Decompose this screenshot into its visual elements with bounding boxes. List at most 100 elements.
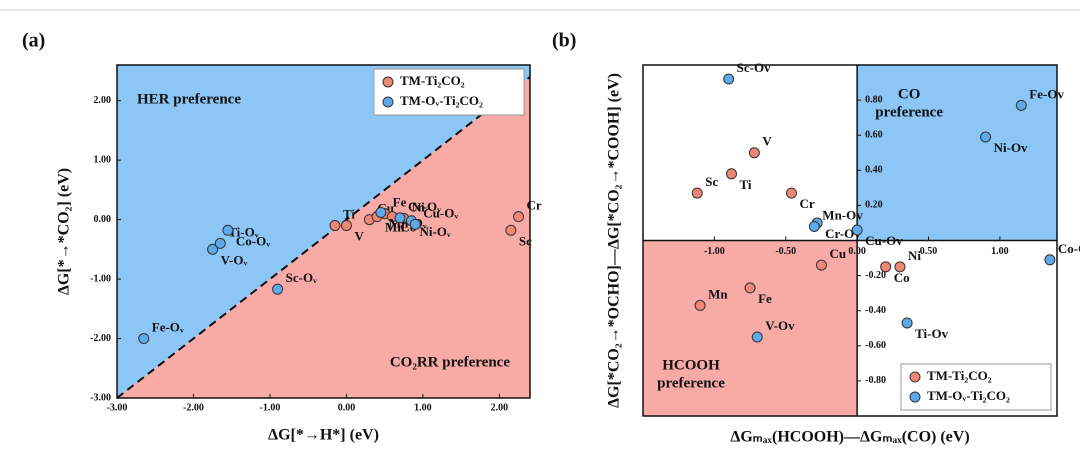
point xyxy=(1044,254,1056,266)
x-tick-label: 1.00 xyxy=(414,402,432,413)
legend-marker xyxy=(382,76,394,88)
y-axis-title: ΔG[*CO₂→*OCHO]—ΔG[*CO₂→*COOH] (eV) xyxy=(606,73,623,408)
y-axis-title: ΔG[*→*CO₂] (eV) xyxy=(56,168,73,295)
legend-marker xyxy=(382,96,394,108)
point-label: V-Oᵥ xyxy=(221,252,248,267)
point-label: Cu-Oᵥ xyxy=(423,205,458,220)
x-tick-label: 0.00 xyxy=(848,246,866,257)
point-label: Co xyxy=(894,270,910,285)
y-tick-label: 2.00 xyxy=(94,95,112,106)
y-tick-label: 0.40 xyxy=(865,165,883,176)
point xyxy=(505,224,517,236)
point xyxy=(751,331,763,343)
x-tick-label: 0.50 xyxy=(920,246,938,257)
y-tick-label: 0.60 xyxy=(865,129,883,140)
point-label: Cr xyxy=(799,196,814,211)
legend-label: TM-Ti₂CO₂ xyxy=(400,73,465,88)
point-label: Fe xyxy=(758,291,772,306)
point xyxy=(980,131,992,143)
point xyxy=(894,261,906,273)
point xyxy=(851,224,863,236)
point xyxy=(340,220,352,232)
x-tick-label: -0.50 xyxy=(775,246,796,257)
point xyxy=(785,187,797,199)
point xyxy=(207,243,219,255)
annotation: CO xyxy=(898,86,921,102)
plot-frame xyxy=(116,64,531,399)
y-tick-label: 0.80 xyxy=(865,94,883,105)
point xyxy=(222,224,234,236)
annotation: preference xyxy=(657,375,725,391)
x-tick-label: 1.00 xyxy=(991,246,1009,257)
legend-box xyxy=(373,68,525,116)
annotation: HER preference xyxy=(137,91,241,107)
point xyxy=(815,259,827,271)
y-tick-label: -0.20 xyxy=(865,270,886,281)
point xyxy=(1015,99,1027,111)
point xyxy=(214,237,226,249)
point-label: Ni-Oᵥ xyxy=(419,224,450,239)
annotation: preference xyxy=(875,104,943,120)
y-tick-label: -2.00 xyxy=(90,333,111,344)
point xyxy=(748,147,760,159)
point-label: Co-Oᵥ xyxy=(236,233,270,248)
x-tick-label: -2.00 xyxy=(183,402,204,413)
point-label: V-Ov xyxy=(765,318,795,333)
point-label: Ti xyxy=(343,207,355,222)
y-tick-label: -3.00 xyxy=(90,392,111,403)
point-label: Cu xyxy=(829,246,846,261)
point xyxy=(808,220,820,232)
point-label: Cr-Oᵥ xyxy=(408,199,441,214)
x-axis-title: ΔGₘₐₓ(HCOOH)—ΔGₘₐₓ(CO) (eV) xyxy=(730,429,969,446)
legend-label: TM-Oᵥ-Ti₂CO₂ xyxy=(400,93,483,108)
point-label: Sc-Oᵥ xyxy=(286,270,317,285)
point xyxy=(901,317,913,329)
legend-marker xyxy=(909,371,921,383)
region-co xyxy=(857,65,1057,241)
y-tick-label: 0.20 xyxy=(865,200,883,211)
point-label: Ni-Ov xyxy=(994,140,1028,155)
point xyxy=(880,261,892,273)
legend-label: TM-Oᵥ-Ti₂CO₂ xyxy=(927,388,1010,403)
y-tick-label: -1.00 xyxy=(90,273,111,284)
point xyxy=(375,206,387,218)
plot-frame xyxy=(642,64,1058,417)
panel-label: (a) xyxy=(22,30,45,52)
point-label: Fe xyxy=(393,195,407,210)
point-label: Co-Ov xyxy=(1058,241,1080,256)
x-tick-label: -3.00 xyxy=(107,402,128,413)
point xyxy=(694,299,706,311)
point xyxy=(723,73,735,85)
y-tick-label: 0.00 xyxy=(94,214,112,225)
point-label: Mn-Ov xyxy=(822,207,863,222)
point-label: V xyxy=(762,134,772,149)
y-tick-label: -0.40 xyxy=(865,305,886,316)
point xyxy=(272,283,284,295)
x-tick-label: 0.00 xyxy=(338,402,356,413)
annotation: HCOOH xyxy=(662,357,720,373)
point-label: Sc-Ov xyxy=(737,60,771,75)
y-tick-label: 1.00 xyxy=(94,154,112,165)
point-label: Cr xyxy=(527,198,542,213)
point-label: Fe-Oᵥ xyxy=(152,320,184,335)
point xyxy=(329,220,341,232)
x-tick-label: -1.00 xyxy=(260,402,281,413)
point-label: Sc xyxy=(705,174,718,189)
point xyxy=(691,187,703,199)
legend-box xyxy=(900,363,1052,411)
point xyxy=(726,168,738,180)
point-label: Mn xyxy=(708,286,728,301)
y-tick-label: -0.80 xyxy=(865,375,886,386)
point xyxy=(394,212,406,224)
point-label: V xyxy=(354,229,364,244)
point-label: Cu-Ov xyxy=(865,233,903,248)
point-label: Mn xyxy=(385,220,405,235)
point-label: Ni xyxy=(412,199,425,214)
point xyxy=(744,282,756,294)
point xyxy=(138,333,150,345)
point xyxy=(409,218,421,230)
x-axis-title: ΔG[*→H*] (eV) xyxy=(268,427,379,444)
annotation: CO₂RR preference xyxy=(390,354,510,370)
point-label: Fe-Ov xyxy=(1029,86,1064,101)
y-tick-label: -0.60 xyxy=(865,340,886,351)
